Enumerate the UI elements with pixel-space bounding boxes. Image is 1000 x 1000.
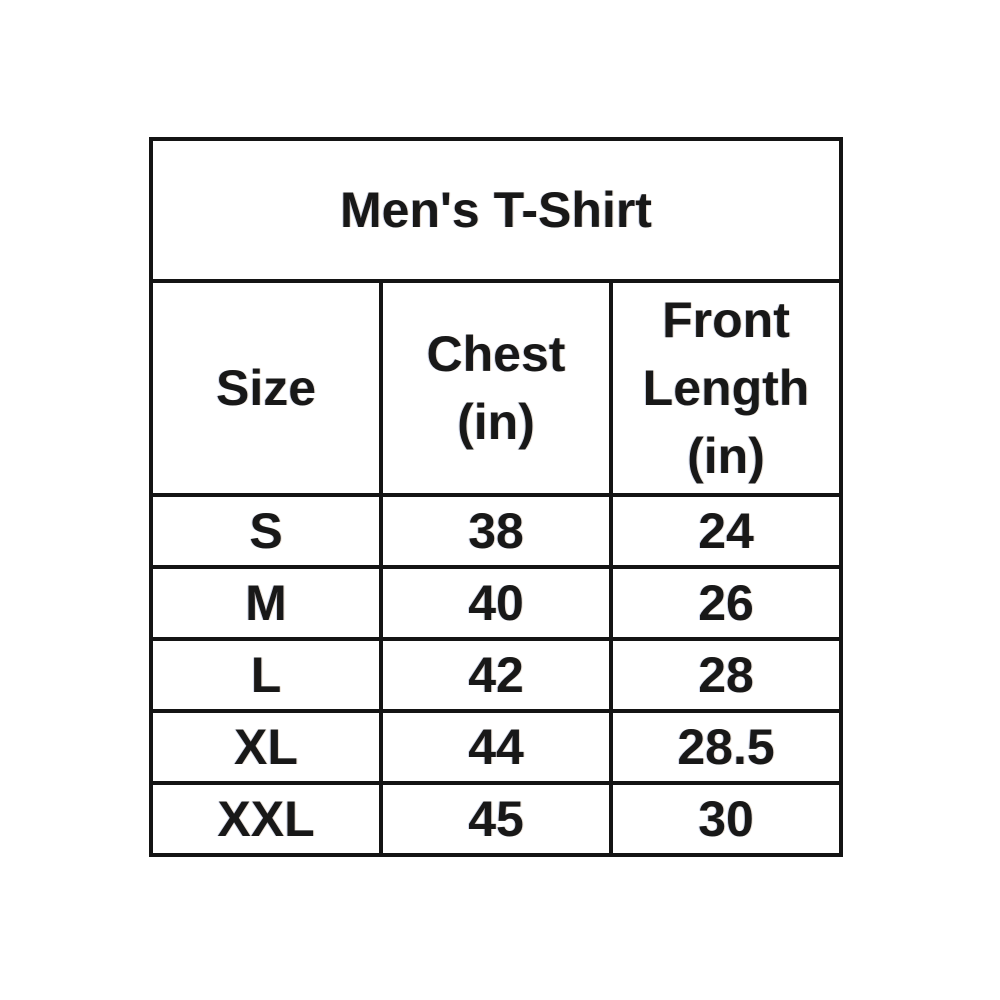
front-length-cell: 26: [609, 565, 843, 641]
size-chart-table: Men's T-Shirt Size Chest (in) Front Leng…: [149, 137, 843, 857]
chest-cell: 45: [379, 781, 613, 857]
title-row: Men's T-Shirt: [149, 137, 843, 283]
table-row: XL 44 28.5: [149, 709, 843, 785]
size-cell: XL: [149, 709, 383, 785]
table-row: S 38 24: [149, 493, 843, 569]
front-length-cell: 28.5: [609, 709, 843, 785]
column-header-chest: Chest (in): [379, 279, 613, 497]
column-header-size: Size: [149, 279, 383, 497]
table-row: M 40 26: [149, 565, 843, 641]
header-row: Size Chest (in) Front Length (in): [149, 279, 843, 497]
size-cell: M: [149, 565, 383, 641]
table-row: L 42 28: [149, 637, 843, 713]
chest-cell: 44: [379, 709, 613, 785]
size-cell: XXL: [149, 781, 383, 857]
table-row: XXL 45 30: [149, 781, 843, 857]
size-cell: L: [149, 637, 383, 713]
column-header-front-length: Front Length (in): [609, 279, 843, 497]
chest-cell: 40: [379, 565, 613, 641]
table-title: Men's T-Shirt: [149, 137, 843, 283]
front-length-cell: 24: [609, 493, 843, 569]
size-cell: S: [149, 493, 383, 569]
chest-cell: 38: [379, 493, 613, 569]
chest-cell: 42: [379, 637, 613, 713]
front-length-cell: 28: [609, 637, 843, 713]
front-length-cell: 30: [609, 781, 843, 857]
